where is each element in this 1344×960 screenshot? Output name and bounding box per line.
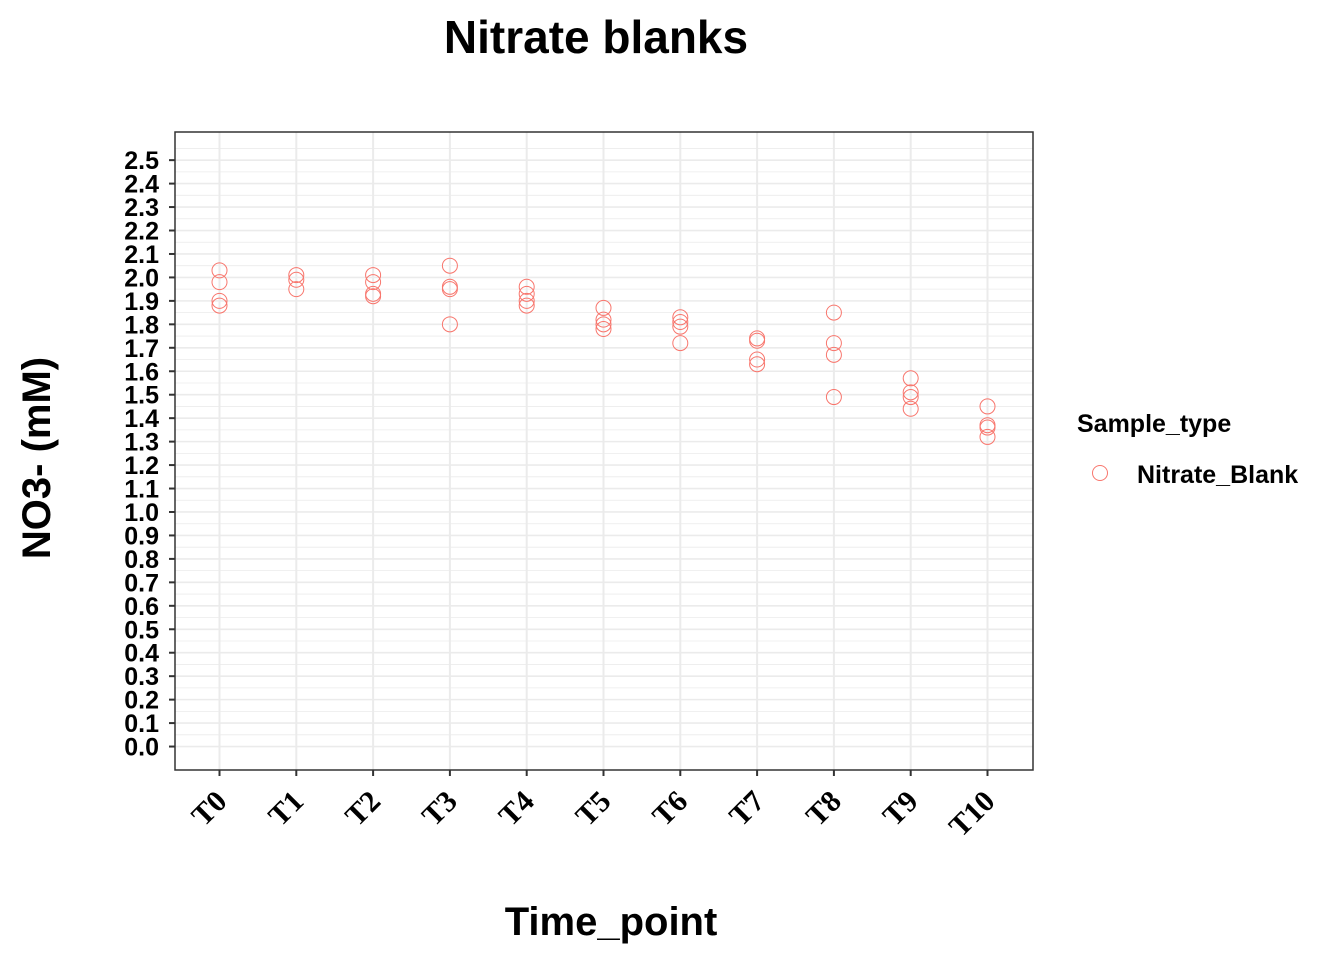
data-point <box>902 400 919 417</box>
x-tick-label: T7 <box>723 785 771 833</box>
data-point <box>825 304 842 321</box>
data-point <box>749 351 766 368</box>
data-point <box>825 346 842 363</box>
y-tick-label: 2.1 <box>124 241 159 269</box>
x-tick-label: T0 <box>185 785 233 833</box>
data-point <box>749 356 766 373</box>
y-tick-label: 1.6 <box>124 358 159 386</box>
y-tick-label: 2.3 <box>124 194 159 222</box>
y-tick-label: 1.2 <box>124 452 159 480</box>
y-tick-label: 1.8 <box>124 311 159 339</box>
data-point <box>288 271 305 288</box>
data-point <box>518 297 535 314</box>
y-tick-label: 0.4 <box>124 640 159 668</box>
data-point <box>441 316 458 333</box>
data-point <box>902 384 919 401</box>
grid-lines <box>175 132 1033 770</box>
data-point <box>518 285 535 302</box>
y-tick-label: 1.4 <box>124 405 159 433</box>
data-point <box>211 262 228 279</box>
y-tick-label: 0.5 <box>124 616 159 644</box>
data-point <box>979 419 996 436</box>
y-tick-label: 0.3 <box>124 663 159 691</box>
data-point <box>441 257 458 274</box>
chart-title: Nitrate blanks <box>444 11 748 63</box>
data-point <box>595 321 612 338</box>
y-tick-label: 2.0 <box>124 264 159 292</box>
data-point <box>518 278 535 295</box>
y-tick-label: 2.2 <box>124 218 159 246</box>
data-point <box>672 309 689 326</box>
x-tick-label: T10 <box>943 785 1002 844</box>
x-tick-label: T9 <box>877 785 925 833</box>
data-point <box>288 281 305 298</box>
data-point <box>979 428 996 445</box>
data-point <box>825 335 842 352</box>
legend-title: Sample_type <box>1077 410 1231 438</box>
data-point <box>365 274 382 291</box>
y-axis-title: NO3- (mM) <box>15 357 59 559</box>
y-tick-label: 0.6 <box>124 593 159 621</box>
y-tick-label: 2.4 <box>124 171 159 199</box>
x-tick-label: T1 <box>262 785 310 833</box>
data-point <box>749 332 766 349</box>
data-point <box>825 389 842 406</box>
data-point <box>595 316 612 333</box>
legend-label-nitrate-blank: Nitrate_Blank <box>1137 461 1298 489</box>
x-tick-label: T5 <box>569 785 617 833</box>
y-tick-label: 0.8 <box>124 546 159 574</box>
data-point <box>211 292 228 309</box>
y-tick-label: 1.0 <box>124 499 159 527</box>
y-tick-label: 0.9 <box>124 522 159 550</box>
data-point <box>365 267 382 284</box>
data-point <box>595 299 612 316</box>
x-tick-label: T3 <box>416 785 464 833</box>
data-points <box>211 257 996 445</box>
data-point <box>979 398 996 415</box>
data-point <box>672 313 689 330</box>
y-tick-label: 1.3 <box>124 429 159 457</box>
y-tick-label: 1.7 <box>124 335 159 363</box>
y-tick-label: 2.5 <box>124 147 159 175</box>
x-tick-label: T4 <box>493 785 541 833</box>
data-point <box>211 297 228 314</box>
legend: Sample_type Nitrate_Blank <box>1077 410 1298 489</box>
y-axis: 0.00.10.20.30.40.50.60.70.80.91.01.11.21… <box>124 147 175 762</box>
data-point <box>365 288 382 305</box>
y-tick-label: 1.1 <box>124 476 159 504</box>
x-tick-label: T6 <box>646 785 694 833</box>
x-axis: T0 T1 T2 T3 T4 T5 T6 T7 T8 T9 T10 <box>185 770 1001 843</box>
y-tick-label: 0.7 <box>124 569 159 597</box>
data-point <box>595 311 612 328</box>
data-point <box>211 274 228 291</box>
y-tick-label: 0.1 <box>124 710 159 738</box>
data-point <box>441 281 458 298</box>
data-point <box>902 389 919 406</box>
y-tick-label: 0.2 <box>124 687 159 715</box>
data-point <box>518 292 535 309</box>
data-point <box>902 370 919 387</box>
x-tick-label: T8 <box>800 785 848 833</box>
y-tick-label: 1.5 <box>124 382 159 410</box>
data-point <box>672 335 689 352</box>
x-tick-label: T2 <box>339 785 387 833</box>
legend-key-nitrate-blank <box>1092 465 1108 481</box>
y-tick-label: 0.0 <box>124 734 159 762</box>
data-point <box>672 318 689 335</box>
data-point <box>288 267 305 284</box>
x-axis-title: Time_point <box>505 900 718 944</box>
y-tick-label: 1.9 <box>124 288 159 316</box>
